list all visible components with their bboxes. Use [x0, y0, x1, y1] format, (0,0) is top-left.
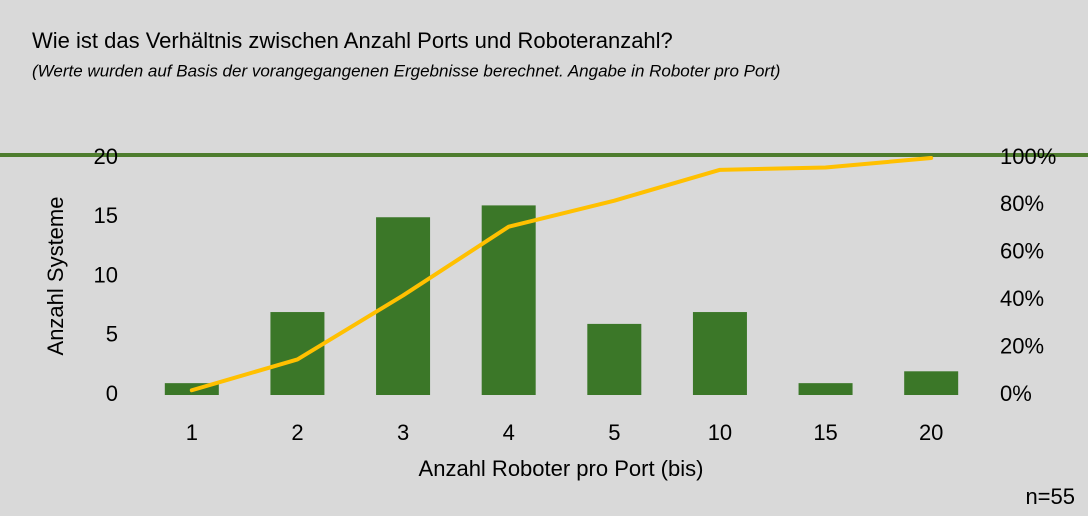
separator [0, 153, 1088, 157]
chart-subtitle: (Werte wurden auf Basis der vorangegange… [32, 61, 780, 80]
chart-title: Wie ist das Verhältnis zwischen Anzahl P… [32, 28, 673, 53]
y-tick-label: 20 [94, 144, 118, 169]
x-tick-label: 3 [397, 420, 409, 445]
bar [587, 323, 642, 395]
bar [904, 371, 959, 395]
x-tick-label: 15 [813, 420, 837, 445]
x-axis-label: Anzahl Roboter pro Port (bis) [419, 456, 704, 481]
y-tick-label: 0 [106, 381, 118, 406]
x-tick-label: 1 [186, 420, 198, 445]
bar [692, 312, 747, 395]
y2-tick-label: 100% [1000, 144, 1056, 169]
y2-tick-label: 60% [1000, 239, 1044, 264]
line [189, 156, 934, 393]
y-tick-label: 5 [106, 322, 118, 347]
y2-tick-label: 40% [1000, 286, 1044, 311]
bar [270, 312, 325, 395]
y2-tick-label: 80% [1000, 191, 1044, 216]
x-tick-label: 2 [291, 420, 303, 445]
y-tick-label: 10 [94, 262, 118, 287]
x-tick-label: 4 [503, 420, 515, 445]
y2-tick-label: 0% [1000, 381, 1032, 406]
bar [798, 383, 853, 395]
annotation: n=55 [1025, 484, 1075, 509]
y2-tick-label: 20% [1000, 333, 1044, 358]
x-tick-label: 5 [608, 420, 620, 445]
x-tick-label: 10 [708, 420, 732, 445]
x-tick-label: 20 [919, 420, 943, 445]
y-tick-label: 15 [94, 203, 118, 228]
y-axis-label: Anzahl Systeme [43, 197, 68, 356]
bar [481, 205, 536, 395]
